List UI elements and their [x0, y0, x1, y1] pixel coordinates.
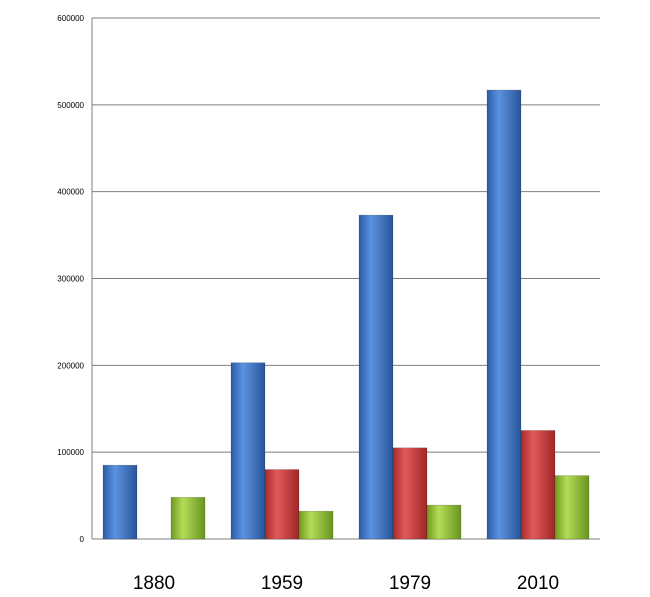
- x-tick-label: 1979: [389, 573, 431, 594]
- y-tick-label: 400000: [57, 188, 84, 197]
- y-tick-label: 200000: [57, 361, 84, 370]
- y-tick-label: 600000: [57, 14, 84, 23]
- bar-1979-series-2: [392, 447, 428, 540]
- gridlines: [92, 17, 600, 540]
- y-tick-label: 500000: [57, 101, 84, 110]
- bar-1880-series-1: [102, 464, 138, 540]
- bar-1959-series-3: [298, 510, 334, 540]
- bar-2010-series-1: [486, 89, 522, 540]
- x-tick-label: 1959: [261, 573, 303, 594]
- bar-1979-series-1: [358, 214, 394, 540]
- bar-1959-series-1: [230, 362, 266, 540]
- bar-2010-series-2: [520, 430, 556, 540]
- x-tick-label: 1880: [133, 573, 175, 594]
- bar-1880-series-3: [170, 497, 206, 540]
- y-tick-label: 0: [80, 535, 85, 544]
- bar-2010-series-3: [554, 475, 590, 540]
- x-tick-label: 2010: [517, 573, 559, 594]
- bar-1979-series-3: [426, 504, 462, 540]
- y-tick-label: 100000: [57, 448, 84, 457]
- y-tick-label: 300000: [57, 275, 84, 284]
- bars: [102, 89, 590, 540]
- y-axis-ticks: 0 100000 200000 300000 400000 500000 600000: [57, 14, 84, 544]
- bar-1959-series-2: [264, 469, 300, 540]
- x-axis-ticks: 1880 1959 1979 2010: [133, 573, 559, 594]
